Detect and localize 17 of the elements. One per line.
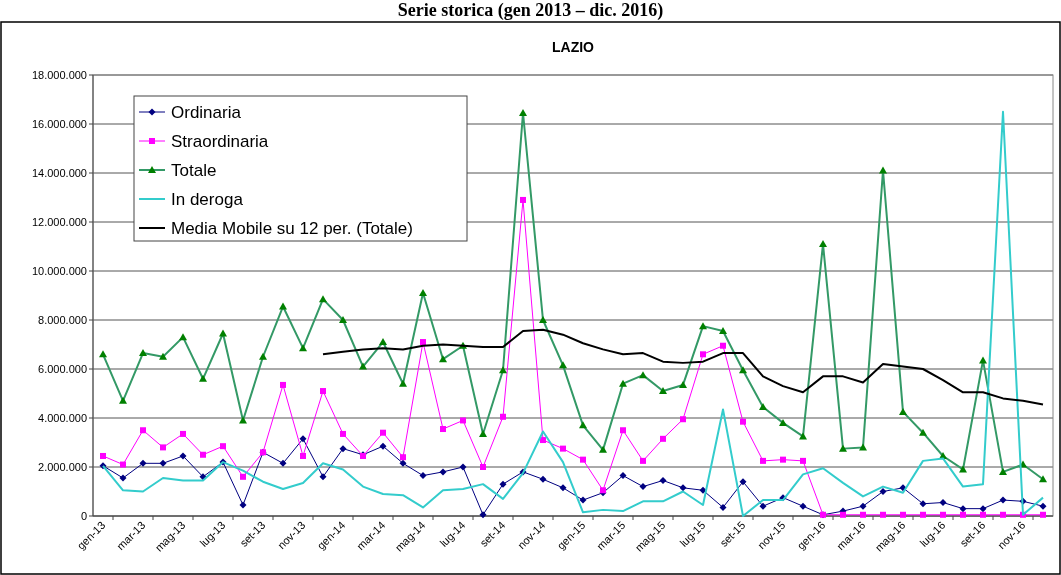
y-tick-label: 10.000.000 [31,265,87,277]
chart-title: LAZIO [552,39,595,55]
legend-label: Straordinaria [171,132,269,151]
y-tick-label: 4.000.000 [38,412,87,424]
y-tick-label: 18.000.000 [31,69,87,81]
text: Serie storica (gen 2013 – dic. 2016) [397,0,664,21]
legend-label: Media Mobile su 12 per. (Totale) [171,219,413,238]
legend-label: Totale [171,161,217,180]
y-tick-label: 8.000.000 [38,314,87,326]
y-tick-label: 14.000.000 [31,167,87,179]
y-tick-label: 2.000.000 [38,461,87,473]
y-tick-label: 12.000.000 [31,216,87,228]
legend-label: In deroga [171,190,244,209]
y-tick-label: 16.000.000 [31,118,87,130]
legend-label: Ordinaria [171,103,242,122]
y-tick-label: 0 [80,510,87,522]
y-tick-label: 6.000.000 [38,363,87,375]
